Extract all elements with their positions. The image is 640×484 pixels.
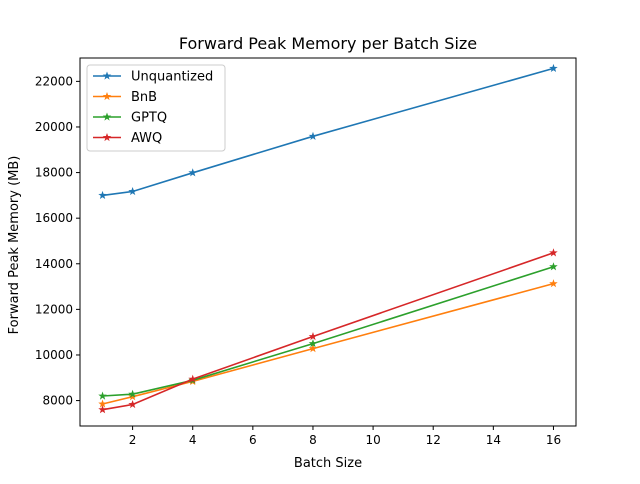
data-point-bnb [128,392,137,401]
legend-label: GPTQ [131,111,167,126]
y-tick-label: 16000 [35,211,73,225]
data-point-unquantized [128,187,137,196]
legend-marker-star-icon [102,133,112,142]
data-point-gptq [98,391,107,400]
y-tick-label: 20000 [35,120,73,134]
y-tick-label: 10000 [35,348,73,362]
data-point-awq [98,405,107,414]
y-tick-label: 14000 [35,257,73,271]
x-tick-label: 2 [129,433,137,447]
x-tick-label: 8 [309,433,317,447]
data-point-awq [188,374,197,383]
y-tick-label: 8000 [42,394,73,408]
legend-label: BnB [131,90,157,105]
data-point-unquantized [98,190,107,199]
data-point-bnb [98,399,107,408]
x-tick-label: 16 [546,433,561,447]
data-point-bnb [549,279,558,288]
x-tick-label: 10 [365,433,380,447]
data-point-awq [128,400,137,409]
plot-frame [79,57,577,427]
legend-marker-star-icon [102,71,112,80]
legend-box [86,64,226,152]
x-tick-label: 6 [249,433,257,447]
legend-marker-star-icon [102,92,112,101]
data-point-unquantized [549,63,558,72]
data-point-gptq [128,389,137,398]
y-tick-label: 22000 [35,74,73,88]
legend: Unquantized BnB GPTQ AWQ [86,64,226,152]
data-point-awq [308,332,318,341]
y-axis-label: Forward Peak Memory (MB) [7,156,22,335]
data-point-awq [549,248,558,257]
y-tick-label: 18000 [35,166,73,180]
data-point-unquantized [188,168,197,177]
x-axis-label: Batch Size [294,456,362,471]
legend-label: AWQ [131,131,162,146]
data-point-bnb [308,344,318,353]
x-tick-label: 14 [486,433,501,447]
x-tick-label: 12 [426,433,441,447]
y-tick-label: 12000 [35,302,73,316]
legend-marker-star-icon [102,112,112,121]
legend-label: Unquantized [131,70,213,85]
x-tick-label: 4 [189,433,197,447]
data-point-gptq [549,262,558,271]
data-point-unquantized [308,131,318,140]
data-point-gptq [308,339,318,348]
chart-title: Forward Peak Memory per Batch Size [179,34,477,53]
